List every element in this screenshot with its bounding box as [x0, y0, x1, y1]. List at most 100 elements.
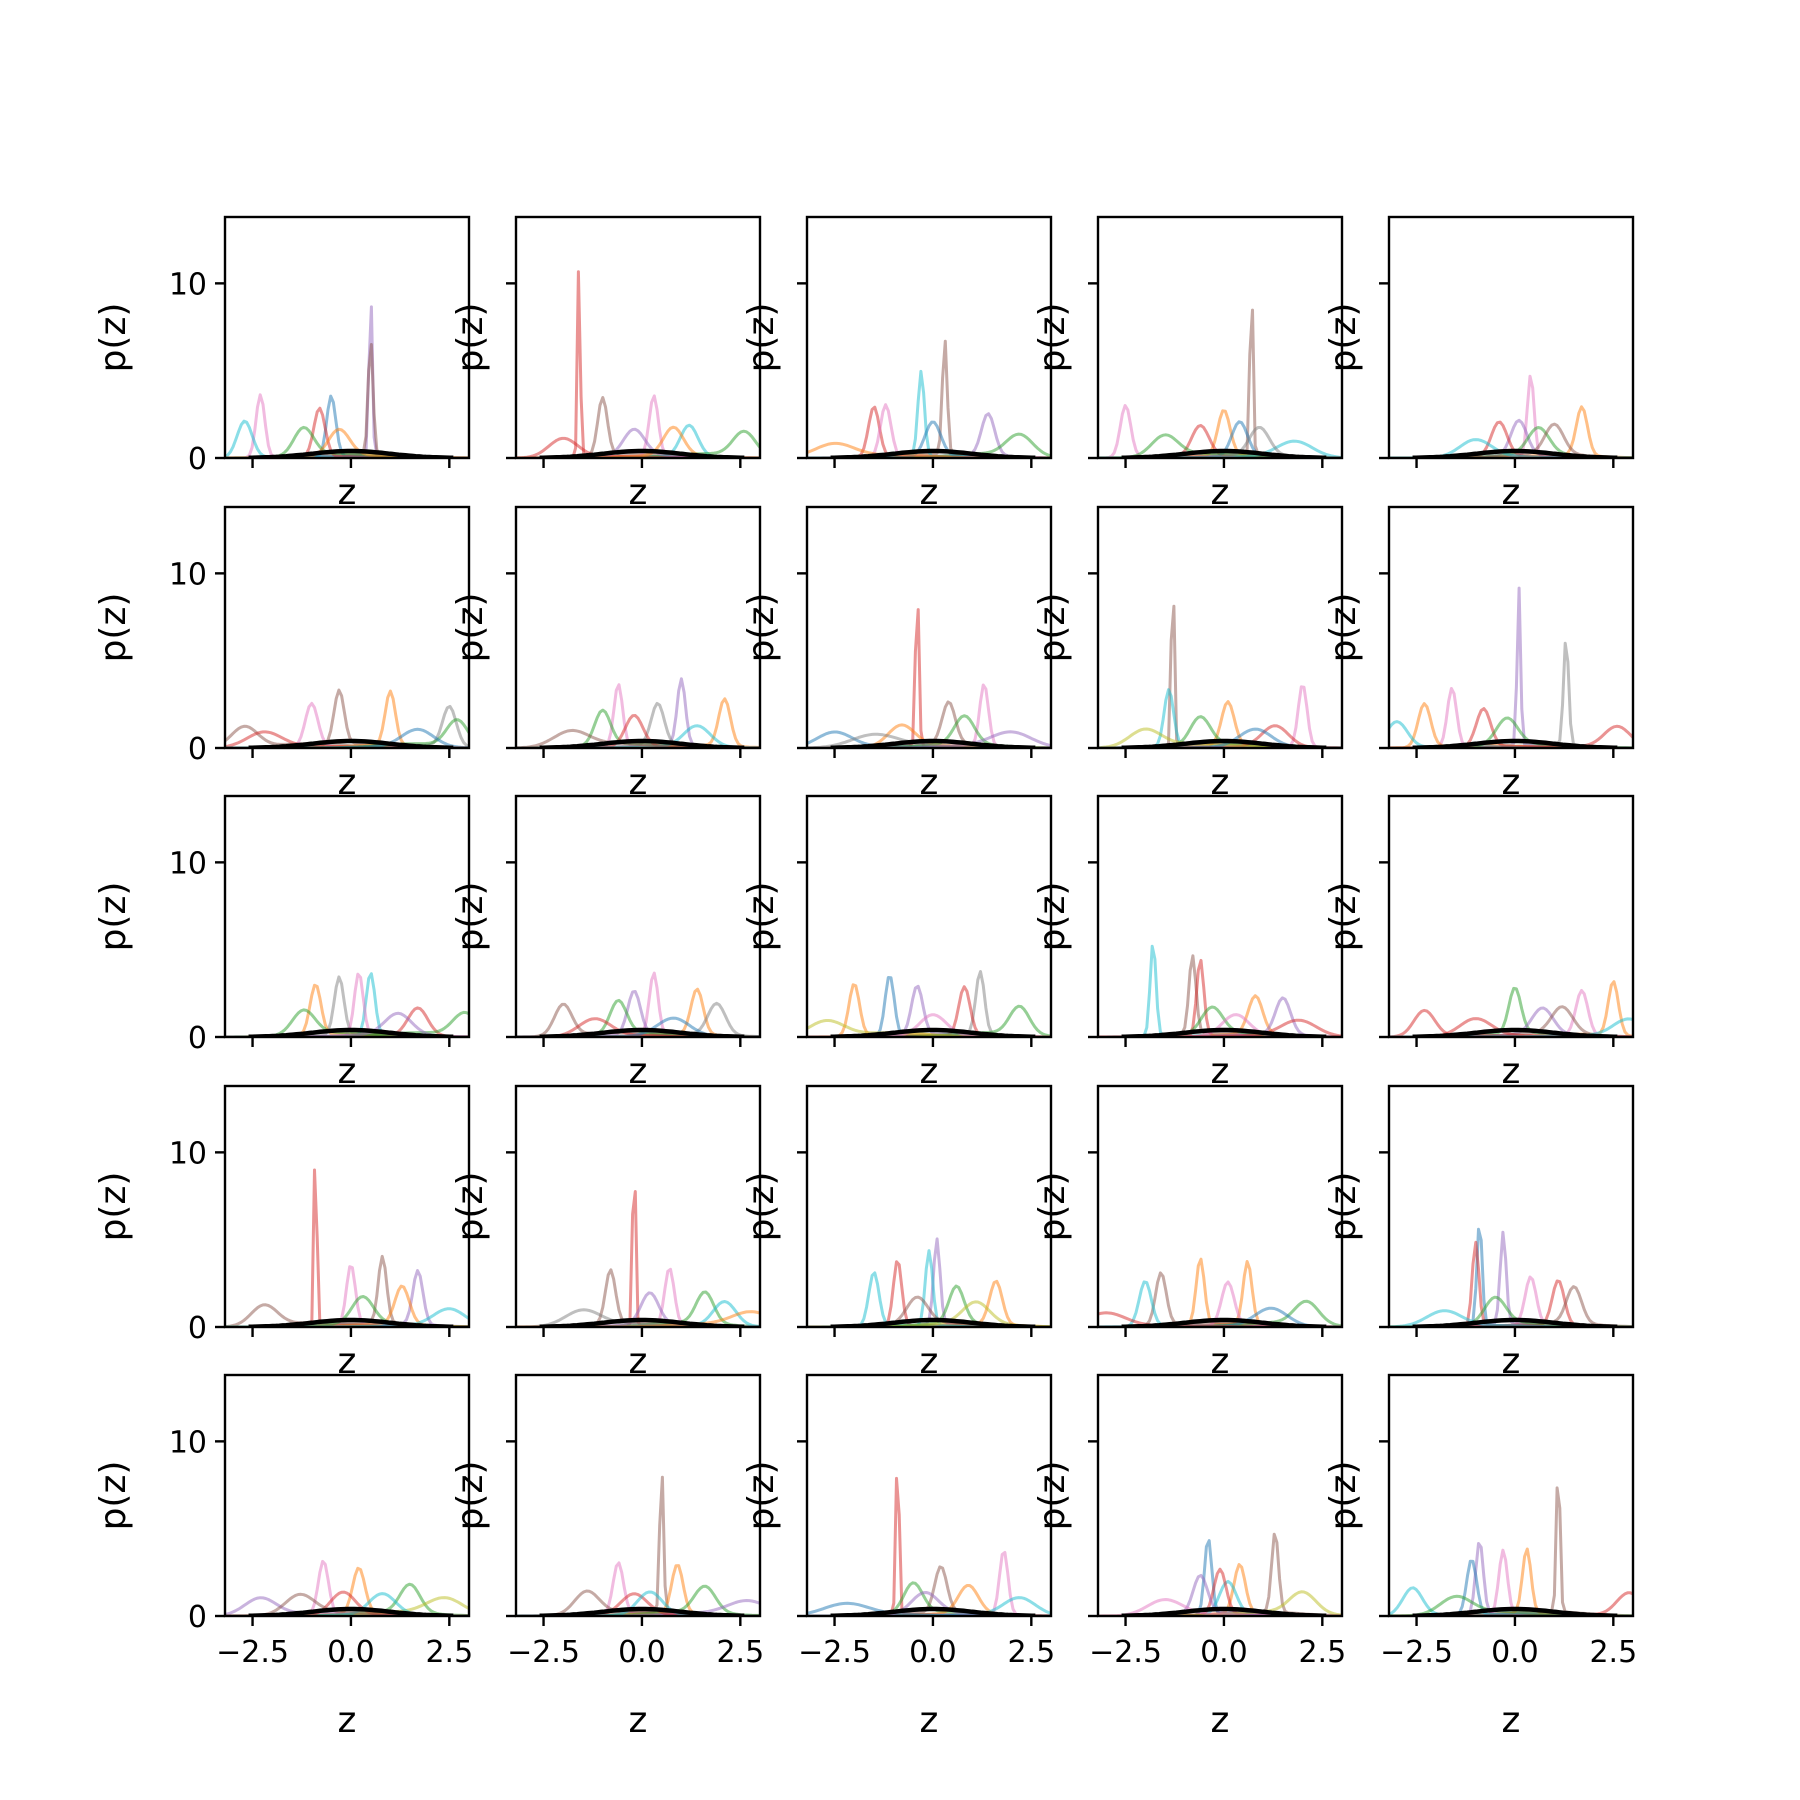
subplot-3-3: z p(z)	[741, 794, 1053, 1092]
reference-curve	[539, 738, 745, 748]
reference-curve	[248, 1027, 454, 1037]
axes-frame	[1096, 1084, 1344, 1329]
x-axis-label: z	[338, 1700, 357, 1741]
reference-curve	[248, 448, 454, 458]
plot-area	[1098, 308, 1342, 458]
x-axis-label: z	[629, 762, 648, 803]
plot-area	[225, 305, 469, 458]
x-axis-label: z	[1502, 1700, 1521, 1741]
x-axis-label: z	[629, 472, 648, 513]
axes-frame	[223, 1373, 471, 1618]
axes-frame	[514, 794, 762, 1039]
axes-frame	[514, 1373, 762, 1618]
subplot-5-5: −2.5 0.0 2.5 z p(z)	[1323, 1373, 1637, 1741]
density-curve-1	[516, 1190, 760, 1327]
x-axis-label: z	[920, 762, 939, 803]
plot-area	[1389, 1227, 1633, 1327]
density-curve-7	[807, 1019, 1051, 1037]
reference-curve	[539, 1027, 745, 1037]
density-curve-1	[807, 339, 1051, 458]
density-curve-1	[516, 971, 760, 1037]
y-axis-label: p(z)	[1323, 1172, 1364, 1242]
y-axis-label: p(z)	[93, 593, 134, 663]
axes-frame	[805, 505, 1053, 750]
density-curve-8	[1098, 1598, 1342, 1616]
subplot-1-4: z p(z)	[1032, 215, 1344, 513]
subplot-1-3: z p(z)	[741, 215, 1053, 513]
density-curve-1	[225, 393, 469, 458]
reference-curve	[539, 1606, 745, 1616]
axes-frame	[223, 1084, 471, 1329]
plot-area	[1389, 374, 1633, 458]
density-curve-2	[807, 683, 1051, 748]
plot-area	[225, 972, 469, 1037]
subplot-2-3: z p(z)	[741, 505, 1053, 803]
x-axis-label: z	[920, 472, 939, 513]
x-axis-label: z	[338, 472, 357, 513]
x-tick-label: −2.5	[1089, 1635, 1162, 1670]
x-tick-label: 2.5	[1007, 1635, 1055, 1670]
y-axis-label: p(z)	[93, 882, 134, 952]
y-axis-label: p(z)	[741, 882, 782, 952]
density-curve-4	[225, 394, 469, 458]
x-tick-label: −2.5	[798, 1635, 871, 1670]
y-axis-label: p(z)	[741, 593, 782, 663]
x-axis-label: z	[1502, 1341, 1521, 1382]
subplot-2-4: z p(z)	[1032, 505, 1344, 803]
y-tick-label: 10	[169, 557, 207, 592]
subplot-3-1: 0 10 z p(z)	[93, 794, 471, 1092]
y-axis-label: p(z)	[1323, 303, 1364, 373]
plot-area	[807, 1476, 1051, 1616]
plot-area	[1098, 1532, 1342, 1616]
axes-frame	[514, 215, 762, 460]
x-tick-label: 0.0	[618, 1635, 666, 1670]
x-axis-label: z	[629, 1051, 648, 1092]
reference-curve	[1121, 1317, 1327, 1327]
subplot-3-4: z p(z)	[1032, 794, 1344, 1092]
y-tick-label: 10	[169, 1136, 207, 1171]
subplot-5-2: −2.5 0.0 2.5 z p(z)	[450, 1373, 764, 1741]
plot-area	[1389, 586, 1633, 748]
density-curve-1	[1098, 944, 1342, 1037]
x-axis-label: z	[920, 1051, 939, 1092]
reference-curve	[248, 1606, 454, 1616]
plot-area	[807, 970, 1051, 1037]
axes-frame	[514, 1084, 762, 1329]
y-axis-label: p(z)	[93, 303, 134, 373]
reference-curve	[1412, 1027, 1618, 1037]
density-curve-1	[1389, 586, 1633, 748]
reference-curve	[539, 448, 745, 458]
axes-frame	[1096, 794, 1344, 1039]
reference-curve	[1412, 448, 1618, 458]
reference-curve	[1121, 738, 1327, 748]
reference-curve	[830, 1606, 1036, 1616]
y-tick-label: 10	[169, 846, 207, 881]
axes-frame	[1096, 215, 1344, 460]
x-tick-label: 0.0	[909, 1635, 957, 1670]
plot-area	[1098, 944, 1342, 1037]
y-axis-label: p(z)	[450, 1172, 491, 1242]
reference-curve	[830, 1027, 1036, 1037]
x-axis-label: z	[338, 1051, 357, 1092]
x-tick-label: 0.0	[327, 1635, 375, 1670]
y-axis-label: p(z)	[1323, 882, 1364, 952]
x-axis-label: z	[338, 762, 357, 803]
y-axis-label: p(z)	[1032, 882, 1073, 952]
subplot-5-4: −2.5 0.0 2.5 z p(z)	[1032, 1373, 1346, 1741]
y-axis-label: p(z)	[450, 882, 491, 952]
plot-area	[516, 971, 760, 1037]
axes-frame	[805, 1084, 1053, 1329]
y-axis-label: p(z)	[741, 1172, 782, 1242]
x-tick-label: 2.5	[1589, 1635, 1637, 1670]
subplot-2-2: z p(z)	[450, 505, 762, 803]
density-curve-1	[807, 1476, 1051, 1616]
density-curve-2	[1098, 1539, 1342, 1616]
x-axis-label: z	[1502, 472, 1521, 513]
x-axis-label: z	[1211, 762, 1230, 803]
x-axis-label: z	[920, 1341, 939, 1382]
y-axis-label: p(z)	[1323, 593, 1364, 663]
y-axis-label: p(z)	[450, 1461, 491, 1531]
reference-curve	[830, 738, 1036, 748]
plot-area	[807, 339, 1051, 458]
plot-area	[225, 688, 469, 748]
